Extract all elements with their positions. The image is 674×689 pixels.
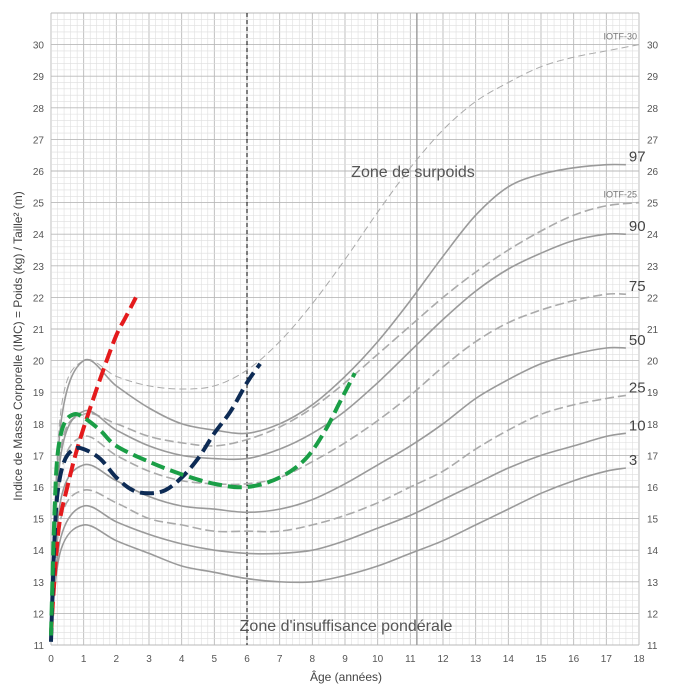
y-tick-label-right: 14 <box>647 546 659 557</box>
y-tick-label-left: 29 <box>33 72 45 83</box>
curve-label-3: 3 <box>629 452 637 469</box>
y-tick-label-left: 13 <box>33 578 45 589</box>
y-tick-label-right: 20 <box>647 357 659 368</box>
zone-upper-label: Zone de surpoids <box>351 164 475 181</box>
x-tick-label: 16 <box>568 654 580 665</box>
y-tick-label-left: 21 <box>33 325 45 336</box>
y-tick-label-left: 22 <box>33 293 45 304</box>
y-tick-label-right: 25 <box>647 199 659 210</box>
x-tick-label: 0 <box>48 654 54 665</box>
y-tick-label-left: 17 <box>33 451 45 462</box>
curve-50 <box>50 346 626 620</box>
x-tick-label: 5 <box>212 654 218 665</box>
y-tick-label-left: 16 <box>33 483 45 494</box>
y-tick-label-right: 21 <box>647 325 659 336</box>
x-tick-label: 9 <box>342 654 348 665</box>
y-tick-label-right: 11 <box>647 641 658 652</box>
x-tick-label: 7 <box>277 654 283 665</box>
x-tick-label: 4 <box>179 654 185 665</box>
y-tick-label-left: 15 <box>33 515 45 526</box>
y-tick-label-left: 18 <box>33 420 45 431</box>
y-tick-label-right: 23 <box>647 262 659 273</box>
curve-iotf-25 <box>50 201 640 617</box>
x-tick-label: 13 <box>470 654 482 665</box>
curve-label-75: 75 <box>629 278 646 295</box>
x-tick-label: 6 <box>244 654 250 665</box>
curve-label-90: 90 <box>629 218 646 235</box>
y-tick-label-left: 23 <box>33 262 45 273</box>
grid <box>50 12 640 646</box>
curve-90 <box>50 232 626 617</box>
highlight-curve-2 <box>49 362 262 642</box>
x-tick-label: 18 <box>633 654 645 665</box>
highlight-curves <box>49 296 357 642</box>
x-tick-label: 15 <box>535 654 547 665</box>
y-tick-label-left: 20 <box>33 357 45 368</box>
y-tick-label-right: 28 <box>647 104 659 115</box>
y-tick-label-right: 16 <box>647 483 659 494</box>
y-tick-label-right: 24 <box>647 230 659 241</box>
y-tick-labels: 11 11 12 12 13 13 14 14 15 15 16 16 17 17 18 18 19 19 20 20… <box>33 41 659 652</box>
x-tick-label: 8 <box>310 654 316 665</box>
curve-label-10: 10 <box>629 417 646 434</box>
y-tick-label-right: 13 <box>647 578 659 589</box>
y-tick-label-left: 28 <box>33 104 45 115</box>
x-tick-label: 12 <box>437 654 449 665</box>
y-tick-label-left: 12 <box>33 609 45 620</box>
highlight-curve-1 <box>49 296 138 636</box>
x-tick-label: 17 <box>601 654 613 665</box>
y-tick-label-right: 15 <box>647 515 659 526</box>
highlight-curve-3 <box>49 372 357 636</box>
curve-25 <box>50 394 627 623</box>
y-tick-label-left: 11 <box>34 641 45 652</box>
y-tick-label-right: 26 <box>647 167 659 178</box>
x-tick-label: 14 <box>503 654 515 665</box>
curve-3 <box>50 467 627 630</box>
y-tick-label-left: 26 <box>33 167 45 178</box>
curve-label-97: 97 <box>629 149 646 166</box>
reference-curves <box>50 44 640 630</box>
x-axis-title: Âge (années) <box>310 669 382 684</box>
curve-label-25: 25 <box>629 379 646 396</box>
y-tick-label-left: 24 <box>33 230 45 241</box>
curve-75 <box>50 292 626 620</box>
y-tick-label-right: 22 <box>647 293 659 304</box>
curve-label-50: 50 <box>629 332 646 349</box>
x-tick-label: 11 <box>405 654 416 665</box>
x-tick-labels: 0 1 2 3 4 5 6 7 8 9 10 11 12 13 14 15 16 17 18 <box>48 654 645 665</box>
y-tick-label-right: 29 <box>647 72 659 83</box>
zone-lower-label: Zone d'insuffisance pondérale <box>240 618 453 635</box>
y-axis-title: Indice de Masse Corporelle (IMC) = Poids… <box>11 191 25 501</box>
y-tick-label-right: 27 <box>647 135 659 146</box>
x-tick-label: 1 <box>81 654 87 665</box>
y-tick-label-right: 30 <box>647 41 659 52</box>
curve-iotf-30 <box>50 44 640 614</box>
x-tick-label: 3 <box>146 654 152 665</box>
y-tick-label-right: 18 <box>647 420 659 431</box>
curve-label-iotf-30: IOTF-30 <box>603 32 637 42</box>
y-tick-label-left: 30 <box>33 41 45 52</box>
y-tick-label-right: 17 <box>647 451 659 462</box>
y-tick-label-left: 14 <box>33 546 45 557</box>
reference-lines <box>246 13 418 645</box>
y-tick-label-right: 19 <box>647 388 659 399</box>
y-tick-label-left: 27 <box>33 135 45 146</box>
x-tick-label: 10 <box>372 654 384 665</box>
y-tick-label-left: 19 <box>33 388 45 399</box>
x-tick-label: 2 <box>114 654 120 665</box>
y-tick-label-left: 25 <box>33 199 45 210</box>
curve-label-iotf-25: IOTF-25 <box>603 190 637 200</box>
curve-10 <box>50 432 627 627</box>
y-tick-label-right: 12 <box>647 609 659 620</box>
curve-labels: IOTF-30 97 IOTF-25 90 75 50 25 10 3 <box>603 32 645 469</box>
